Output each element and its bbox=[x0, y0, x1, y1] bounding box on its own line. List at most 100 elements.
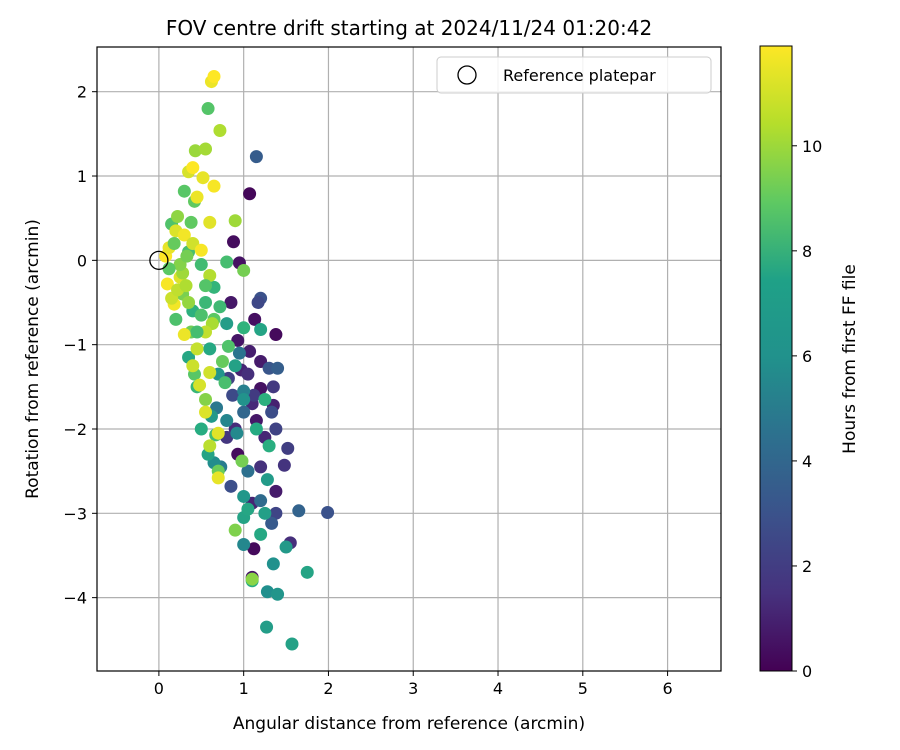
data-point bbox=[269, 484, 283, 498]
data-point bbox=[186, 161, 200, 175]
data-point bbox=[177, 228, 191, 242]
data-point bbox=[194, 308, 208, 322]
colorbar-tick-label: 6 bbox=[802, 347, 812, 366]
x-tick-label: 4 bbox=[493, 679, 503, 698]
data-point bbox=[207, 179, 221, 193]
colorbar-ticks: 0 2 4 6 8 10 bbox=[792, 137, 822, 681]
data-point bbox=[231, 333, 245, 347]
y-tick-label: 0 bbox=[77, 251, 87, 270]
data-point bbox=[247, 542, 261, 556]
colorbar-tick-label: 4 bbox=[802, 452, 812, 471]
y-tick-label: −4 bbox=[63, 589, 87, 608]
data-point bbox=[237, 321, 251, 335]
data-point bbox=[182, 296, 196, 310]
data-point bbox=[203, 215, 217, 229]
data-point bbox=[218, 376, 232, 390]
data-point bbox=[230, 426, 244, 440]
colorbar-label: Hours from first FF file bbox=[840, 264, 860, 454]
plot-frame bbox=[96, 46, 722, 672]
y-tick-label: 1 bbox=[77, 167, 87, 186]
data-point bbox=[271, 587, 285, 601]
data-point bbox=[211, 471, 225, 485]
data-point bbox=[203, 342, 217, 356]
legend: Reference platepar bbox=[436, 56, 712, 94]
data-point bbox=[237, 538, 251, 552]
reference-marker bbox=[149, 250, 169, 270]
data-point bbox=[237, 405, 251, 419]
data-point bbox=[213, 123, 227, 137]
y-tick-label: −3 bbox=[63, 504, 87, 523]
data-point bbox=[199, 142, 213, 156]
data-point bbox=[237, 489, 251, 503]
data-point bbox=[227, 235, 240, 249]
data-point bbox=[249, 150, 263, 164]
colorbar bbox=[759, 45, 793, 672]
data-point bbox=[180, 249, 194, 263]
data-point bbox=[199, 279, 213, 293]
data-point bbox=[190, 190, 204, 204]
data-point bbox=[186, 359, 200, 373]
data-point bbox=[196, 171, 210, 185]
data-point bbox=[226, 388, 240, 402]
data-point bbox=[207, 70, 221, 84]
data-point bbox=[203, 439, 217, 453]
data-point bbox=[215, 355, 229, 369]
data-point bbox=[254, 460, 268, 474]
data-point bbox=[194, 258, 208, 272]
data-point bbox=[171, 209, 185, 223]
data-point bbox=[190, 342, 204, 356]
data-point bbox=[260, 473, 274, 487]
data-point bbox=[241, 502, 255, 516]
x-tick-label: 5 bbox=[578, 679, 588, 698]
y-tick-label: −2 bbox=[63, 420, 87, 439]
data-points bbox=[159, 70, 335, 651]
reference-marker-group bbox=[149, 250, 169, 270]
data-point bbox=[169, 312, 183, 326]
data-point bbox=[177, 328, 191, 342]
data-point bbox=[224, 296, 238, 310]
data-point bbox=[194, 243, 208, 257]
y-axis-label: Rotation from reference (arcmin) bbox=[23, 219, 43, 499]
data-point bbox=[228, 214, 242, 228]
data-point bbox=[245, 572, 259, 586]
data-point bbox=[194, 422, 208, 436]
data-point bbox=[237, 263, 251, 277]
data-point bbox=[247, 388, 261, 402]
data-point bbox=[220, 255, 234, 269]
data-point bbox=[203, 365, 217, 379]
data-point bbox=[279, 540, 293, 554]
data-point bbox=[300, 565, 314, 579]
data-point bbox=[258, 506, 272, 520]
x-tick-label: 1 bbox=[239, 679, 249, 698]
data-point bbox=[237, 392, 251, 406]
legend-reference-marker bbox=[457, 65, 477, 85]
y-tick-label: −1 bbox=[63, 336, 87, 355]
data-point bbox=[262, 439, 276, 453]
data-point bbox=[269, 422, 283, 436]
data-point bbox=[266, 557, 280, 571]
data-point bbox=[248, 312, 262, 326]
colorbar-tick-label: 0 bbox=[802, 662, 812, 681]
chart-title: FOV centre drift starting at 2024/11/24 … bbox=[166, 16, 652, 40]
data-point bbox=[228, 359, 242, 373]
x-tick-label: 6 bbox=[662, 679, 672, 698]
data-point bbox=[251, 296, 265, 310]
y-axis-ticks: 2 1 0 −1 −2 −3 −4 bbox=[63, 83, 97, 608]
data-point bbox=[277, 458, 291, 472]
data-point bbox=[254, 494, 268, 508]
data-point bbox=[254, 527, 268, 541]
data-point bbox=[188, 144, 202, 158]
legend-box bbox=[436, 56, 712, 94]
data-point bbox=[177, 184, 191, 198]
data-point bbox=[199, 296, 213, 310]
data-point bbox=[271, 361, 285, 375]
data-point bbox=[220, 317, 234, 331]
data-point bbox=[241, 367, 255, 381]
x-axis-ticks: 0 1 2 3 4 5 6 bbox=[154, 671, 673, 698]
data-point bbox=[224, 479, 238, 493]
data-point bbox=[254, 322, 268, 336]
data-point bbox=[292, 504, 306, 518]
data-point bbox=[266, 380, 280, 394]
data-point bbox=[232, 346, 246, 360]
data-point bbox=[260, 620, 274, 634]
